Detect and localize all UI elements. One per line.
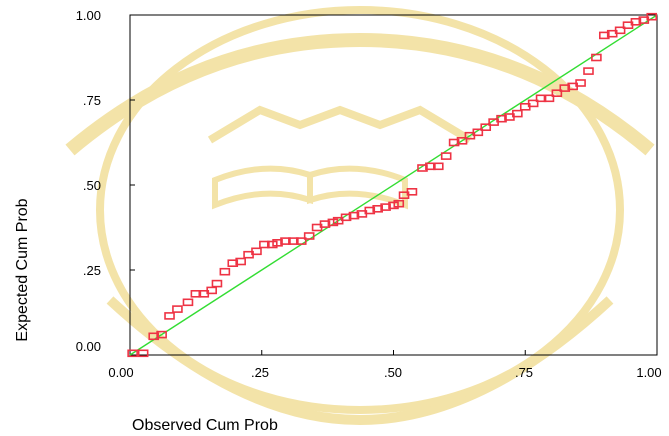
- data-point: [259, 240, 270, 249]
- data-point: [380, 203, 391, 211]
- watermark-seal: [65, 6, 655, 426]
- data-point: [219, 267, 231, 276]
- data-point: [164, 312, 175, 320]
- reference-line: [129, 14, 658, 356]
- y-tick-label: 1.00: [76, 8, 101, 23]
- data-point: [551, 89, 563, 97]
- data-point: [512, 109, 523, 118]
- data-point: [472, 128, 484, 137]
- data-point: [280, 237, 291, 245]
- x-axis-title: Observed Cum Prob: [132, 417, 278, 434]
- data-point: [340, 213, 352, 222]
- data-point: [440, 152, 452, 160]
- y-tick-label: 0.00: [76, 339, 101, 354]
- data-point: [182, 298, 194, 307]
- data-point: [303, 232, 315, 240]
- data-point: [190, 289, 202, 298]
- data-point: [372, 205, 383, 213]
- x-tick-label: .75: [515, 365, 533, 380]
- data-point: [148, 332, 160, 341]
- data-point: [251, 247, 262, 256]
- data-point: [598, 31, 610, 40]
- x-tick-label: 0.00: [108, 365, 133, 380]
- data-point: [295, 237, 307, 245]
- data-point: [575, 79, 586, 87]
- data-point: [127, 349, 138, 358]
- data-point: [172, 305, 183, 313]
- data-point: [456, 137, 468, 145]
- x-tick-label: .25: [251, 365, 269, 380]
- data-point: [591, 53, 602, 62]
- y-tick-label: .50: [83, 178, 101, 193]
- y-tick-labels: 0.00 .25 .50 .75 1.00: [76, 8, 101, 354]
- data-point: [393, 199, 405, 208]
- data-point: [348, 211, 360, 220]
- data-point: [559, 84, 571, 92]
- x-tick-label: .50: [384, 365, 402, 380]
- data-point: [614, 26, 626, 35]
- data-point: [211, 279, 223, 288]
- data-point: [272, 239, 283, 247]
- data-point: [227, 259, 239, 268]
- data-markers: [127, 12, 658, 358]
- data-point: [448, 138, 460, 147]
- data-point: [543, 94, 555, 103]
- x-tick-labels: 0.00 .25 .50 .75 1.00: [108, 365, 661, 380]
- y-tick-label: .75: [83, 93, 101, 108]
- data-point: [535, 94, 547, 103]
- data-point: [480, 123, 492, 131]
- data-point: [432, 162, 444, 171]
- data-point: [417, 164, 428, 172]
- data-point: [137, 349, 149, 358]
- data-point: [364, 206, 376, 215]
- data-point: [630, 17, 642, 26]
- data-point: [425, 162, 436, 171]
- y-axis-title: Expected Cum Prob: [14, 198, 31, 341]
- data-point: [646, 12, 658, 21]
- x-tick-label: 1.00: [636, 365, 661, 380]
- data-point: [527, 99, 539, 108]
- data-point: [406, 188, 418, 196]
- y-tick-label: .25: [83, 263, 101, 278]
- data-point: [583, 67, 594, 75]
- data-point: [235, 257, 246, 266]
- data-point: [288, 237, 299, 245]
- data-point: [496, 114, 507, 123]
- data-point: [319, 220, 331, 228]
- data-point: [156, 330, 167, 339]
